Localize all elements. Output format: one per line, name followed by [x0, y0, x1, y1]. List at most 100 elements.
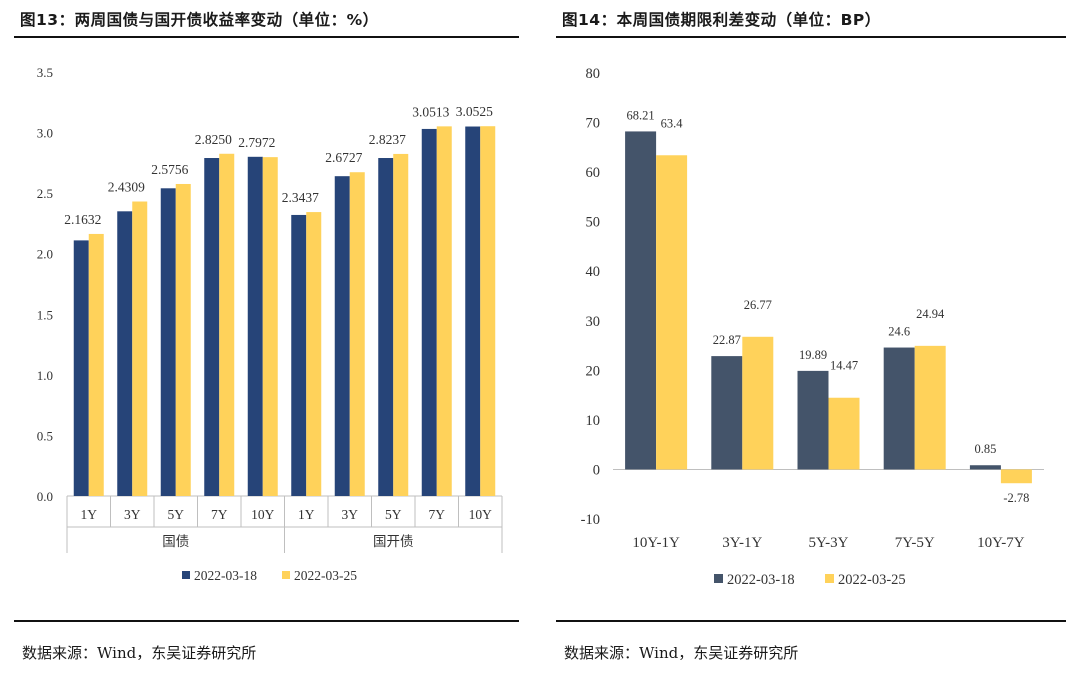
y-tick-label: 3.0: [37, 126, 53, 141]
x-tick-label: 1Y: [81, 507, 98, 522]
y-tick-label: 0: [593, 462, 600, 478]
right-chart-title: 图14：本周国债期限利差变动（单位：BP）: [562, 11, 881, 29]
y-tick-label: 20: [586, 363, 601, 379]
data-label: -2.78: [1003, 491, 1029, 505]
y-tick-label: 1.5: [37, 307, 53, 322]
bar-2022-03-25: [306, 212, 322, 496]
x-tick-label: 5Y: [168, 507, 185, 522]
x-tick-label: 1Y: [298, 507, 315, 522]
bar-2022-03-25: [349, 172, 365, 496]
data-label: 2.7972: [238, 135, 275, 150]
bar-2022-03-18: [797, 370, 829, 470]
data-label: 0.85: [974, 442, 996, 456]
x-tick-label: 3Y: [124, 507, 141, 522]
x-tick-label: 3Y-1Y: [722, 535, 762, 551]
data-label: 24.6: [888, 325, 910, 339]
x-tick-label: 5Y: [385, 507, 402, 522]
data-label: 22.87: [713, 333, 741, 347]
bar-2022-03-25: [656, 155, 688, 470]
y-tick-label: 3.5: [37, 65, 53, 80]
bar-2022-03-18: [334, 176, 350, 496]
left-bottom-rule: [14, 620, 519, 622]
data-label: 24.94: [916, 307, 945, 321]
y-tick-label: 60: [586, 165, 601, 181]
legend-label-2022-03-18: 2022-03-18: [727, 572, 795, 588]
data-label: 63.4: [661, 116, 684, 130]
bar-2022-03-18: [883, 347, 915, 470]
bar-2022-03-18: [73, 240, 89, 496]
bar-2022-03-25: [88, 233, 104, 496]
right-top-rule: [556, 36, 1066, 38]
x-tick-label: 10Y-7Y: [977, 535, 1025, 551]
y-tick-label: 50: [586, 215, 601, 231]
bar-2022-03-25: [742, 336, 774, 470]
data-label: 2.1632: [64, 212, 101, 227]
right-chart-panel: 图14：本周国债期限利差变动（单位：BP） -10 0 10 20 30 40 50 60 70…: [556, 0, 1066, 675]
bar-2022-03-18: [291, 214, 307, 496]
bar-2022-03-25: [393, 153, 409, 496]
y-tick-label: 0.0: [37, 489, 53, 504]
data-label: 68.21: [627, 108, 655, 122]
bar-2022-03-18: [711, 356, 743, 470]
data-label: 2.3437: [282, 190, 319, 205]
bar-2022-03-18: [204, 158, 220, 497]
data-label: 3.0513: [412, 104, 449, 119]
data-label: 3.0525: [456, 104, 493, 119]
bar-2022-03-25: [914, 345, 946, 470]
legend-label-2022-03-25: 2022-03-25: [838, 572, 906, 588]
bar-2022-03-25: [132, 201, 148, 496]
data-label: 19.89: [799, 348, 827, 362]
bar-2022-03-25: [262, 157, 278, 496]
y-tick-label: 70: [586, 116, 601, 132]
data-label: 2.4309: [108, 180, 145, 195]
y-tick-label: 80: [586, 66, 601, 82]
y-tick-label: 0.5: [37, 428, 53, 443]
left-chart-title: 图13：两周国债与国开债收益率变动（单位：%）: [20, 11, 379, 29]
bar-2022-03-25: [175, 183, 191, 497]
data-label: 2.8237: [369, 132, 406, 147]
x-tick-label: 7Y-5Y: [895, 535, 935, 551]
yield-chart: 0.0 0.5 1.0 1.5 2.0 2.5 3.0 3.5 2.1632 1Y 2.4309 3Y…: [37, 65, 503, 583]
x-tick-label: 5Y-3Y: [809, 535, 849, 551]
bar-2022-03-25: [1000, 469, 1032, 484]
legend-swatch-2022-03-18: [714, 574, 723, 583]
bar-2022-03-25: [480, 126, 496, 496]
bar-2022-03-18: [160, 188, 176, 496]
y-tick-label: 30: [586, 314, 601, 330]
bar-2022-03-18: [421, 128, 437, 496]
legend-swatch-2022-03-18: [182, 571, 190, 579]
right-bottom-rule: [556, 620, 1066, 622]
legend-swatch-2022-03-25: [825, 574, 834, 583]
y-tick-label: 2.0: [37, 247, 53, 262]
bar-2022-03-25: [828, 397, 860, 470]
x-tick-label: 7Y: [429, 507, 446, 522]
left-chart-panel: 图13：两周国债与国开债收益率变动（单位：%） 0.0 0.5 1.0 1.5 2.0 2…: [14, 0, 519, 675]
y-tick-label: -10: [581, 512, 600, 528]
data-label: 26.77: [744, 298, 772, 312]
bar-2022-03-18: [625, 131, 657, 470]
y-tick-label: 1.0: [37, 368, 53, 383]
y-tick-label: 40: [586, 264, 601, 280]
bar-2022-03-18: [378, 158, 394, 497]
bar-2022-03-18: [247, 156, 263, 497]
bar-2022-03-18: [969, 465, 1001, 470]
left-source-note: 数据来源：Wind，东吴证券研究所: [22, 644, 257, 662]
data-label: 14.47: [830, 359, 858, 373]
bar-2022-03-18: [117, 211, 133, 497]
legend-label-2022-03-18: 2022-03-18: [194, 568, 257, 583]
bar-2022-03-18: [465, 126, 481, 496]
y-tick-label: 10: [586, 413, 601, 429]
bar-2022-03-25: [219, 153, 235, 496]
y-tick-label: 2.5: [37, 186, 53, 201]
data-label: 2.8250: [195, 132, 232, 147]
x-tick-label: 3Y: [342, 507, 359, 522]
left-top-rule: [14, 36, 519, 38]
group-label: 国债: [162, 534, 189, 549]
right-source-note: 数据来源：Wind，东吴证券研究所: [564, 644, 799, 662]
group-label: 国开债: [373, 534, 414, 549]
data-label: 2.5756: [151, 162, 188, 177]
bar-2022-03-25: [436, 126, 452, 496]
x-tick-label: 10Y: [469, 507, 493, 522]
spread-chart: -10 0 10 20 30 40 50 60 70 80 68.21 63.4 10Y-1Y 22.87…: [581, 66, 1044, 588]
x-tick-label: 7Y: [211, 507, 228, 522]
